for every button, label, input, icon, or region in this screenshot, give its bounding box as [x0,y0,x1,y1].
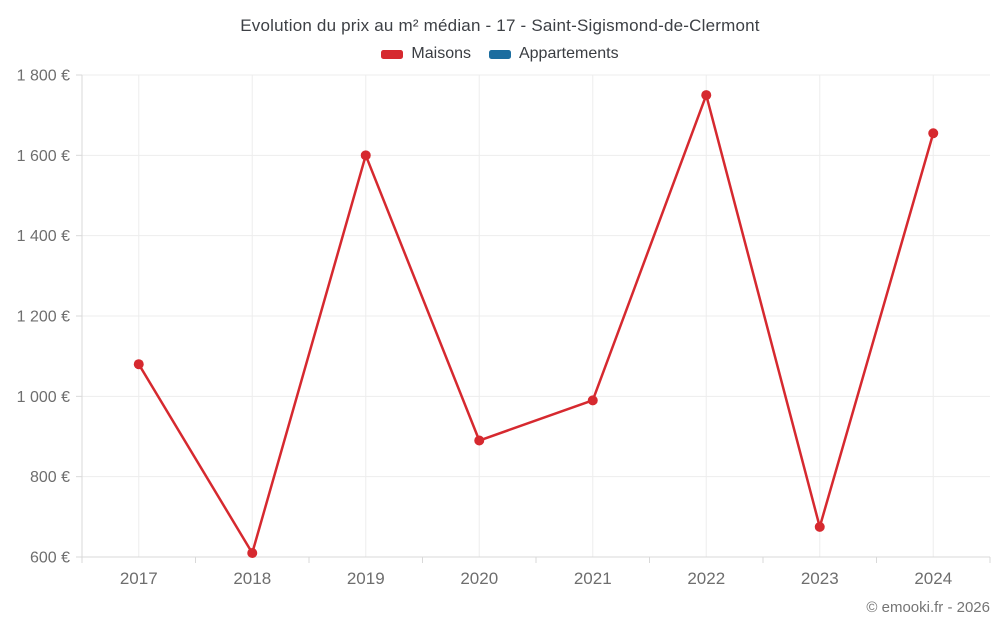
data-point-maisons-2020[interactable] [474,435,485,446]
data-point-maisons-2018[interactable] [247,547,258,558]
data-point-maisons-2023[interactable] [814,521,825,532]
y-axis-tick-label: 1 000 € [17,389,70,406]
y-axis-tick-label: 1 200 € [17,309,70,326]
x-axis-tick-label: 2020 [460,569,498,588]
x-axis-tick-label: 2018 [233,569,271,588]
copyright: © emooki.fr - 2026 [866,599,990,616]
x-axis-tick-label: 2021 [574,569,612,588]
y-axis-tick-label: 600 € [30,550,70,567]
data-point-maisons-2022[interactable] [701,90,712,101]
x-axis-tick-label: 2024 [914,569,952,588]
data-point-maisons-2017[interactable] [133,359,144,370]
x-axis-tick-label: 2022 [687,569,725,588]
y-axis-tick-label: 1 400 € [17,228,70,245]
x-axis-tick-label: 2019 [347,569,385,588]
maisons-swatch-icon [381,49,404,59]
x-axis-tick-label: 2017 [120,569,158,588]
x-axis-tick-label: 2023 [801,569,839,588]
y-axis-tick-label: 1 600 € [17,148,70,165]
data-point-maisons-2024[interactable] [928,128,939,139]
data-point-maisons-2021[interactable] [587,395,598,406]
y-axis-tick-label: 800 € [30,469,70,486]
legend-label-maisons: Maisons [411,45,471,62]
appartements-swatch-icon [488,49,511,59]
legend: Maisons Appartements [0,45,1000,63]
legend-item-appartements[interactable]: Appartements [488,45,619,63]
series-line-maisons [137,93,935,555]
chart-title: Evolution du prix au m² médian - 17 - Sa… [240,16,760,35]
legend-label-appartements: Appartements [518,45,619,62]
data-point-maisons-2019[interactable] [360,150,371,161]
legend-item-maisons[interactable]: Maisons [381,45,471,63]
y-axis-tick-label: 1 800 € [17,68,70,85]
